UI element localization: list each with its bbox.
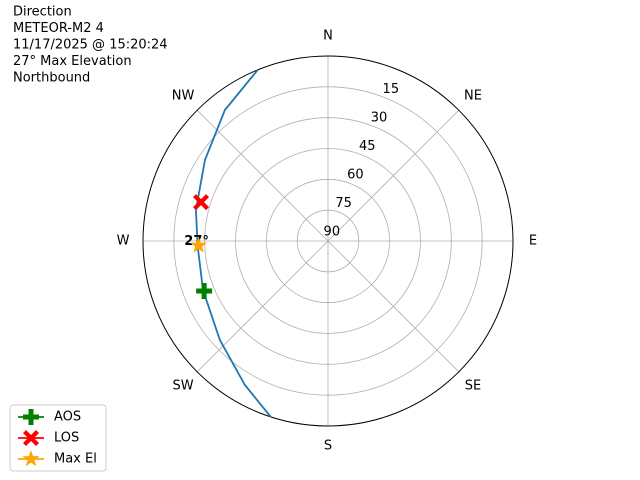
r-tick-label: 30 xyxy=(371,110,388,125)
theta-tick-label: SW xyxy=(172,378,193,393)
theta-tick-label: E xyxy=(529,234,537,249)
r-tick-label: 45 xyxy=(359,139,376,154)
legend-marker xyxy=(23,409,39,425)
r-tick-label: 15 xyxy=(383,82,400,97)
marker-star xyxy=(190,236,208,253)
legend-label: AOS xyxy=(54,410,81,425)
theta-tick-label: NE xyxy=(464,89,482,104)
grid-ring xyxy=(204,117,452,365)
theta-tick-label: S xyxy=(324,439,332,454)
title-line: Direction xyxy=(13,5,72,20)
theta-tick-label: SE xyxy=(465,378,481,393)
r-tick-label: 75 xyxy=(335,196,352,211)
legend-label: LOS xyxy=(54,431,79,446)
title-line: Northbound xyxy=(13,71,90,86)
title-line: 11/17/2025 @ 15:20:24 xyxy=(13,38,168,53)
r-tick-label: 90 xyxy=(324,224,341,239)
legend-marker xyxy=(22,450,40,467)
legend-label: Max El xyxy=(54,452,97,467)
grid-ring xyxy=(173,86,483,396)
grid-ring xyxy=(235,148,421,334)
title-line: METEOR-M2 4 xyxy=(13,21,104,36)
grid-ring xyxy=(296,209,360,273)
theta-tick-label: NW xyxy=(172,89,195,104)
outer-ring xyxy=(142,55,514,427)
marker-plus xyxy=(196,283,213,300)
theta-tick-label: W xyxy=(117,234,130,249)
legend-marker xyxy=(23,430,39,446)
r-tick-label: 60 xyxy=(347,167,364,182)
legend-box xyxy=(9,404,107,472)
grid-ring xyxy=(265,178,391,304)
theta-tick-label: N xyxy=(323,29,333,44)
marker-x xyxy=(193,194,210,211)
title-line: 27° Max Elevation xyxy=(13,54,132,69)
